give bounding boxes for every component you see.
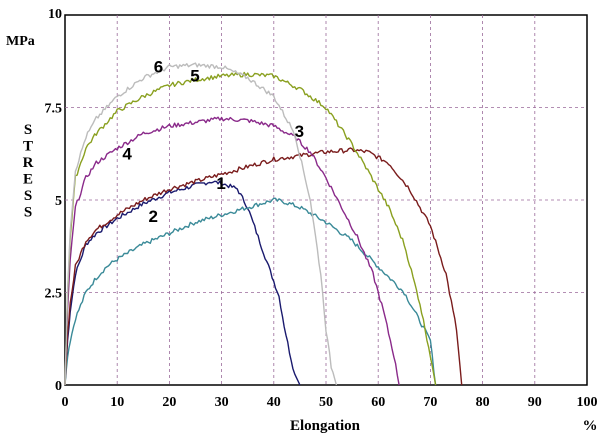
- series-line-3: [64, 147, 463, 386]
- x-tick-label: 20: [162, 395, 176, 410]
- x-tick-label: 40: [267, 395, 281, 410]
- x-tick-label: 50: [319, 395, 333, 410]
- y-axis-label-letter: S: [24, 122, 32, 138]
- x-tick-label: 70: [423, 395, 437, 410]
- grid-lines: [65, 15, 587, 385]
- curve-label-2: 2: [149, 207, 158, 226]
- x-axis-label: Elongation: [290, 418, 361, 434]
- x-tick-label: 10: [110, 395, 124, 410]
- y-tick-label: 5: [55, 194, 62, 209]
- y-axis-unit: MPa: [6, 34, 35, 49]
- x-tick-label: 100: [577, 395, 598, 410]
- y-tick-label: 2.5: [45, 287, 63, 302]
- curve-label-3: 3: [295, 122, 304, 141]
- y-axis-label-letter: R: [23, 155, 34, 171]
- series-line-5: [64, 71, 437, 386]
- series-lines: [64, 62, 463, 386]
- y-axis-label-letter: S: [24, 205, 32, 221]
- curve-label-4: 4: [122, 144, 132, 163]
- series-line-2: [64, 197, 437, 386]
- x-tick-label: 60: [371, 395, 385, 410]
- series-line-4: [64, 116, 400, 386]
- curve-label-1: 1: [216, 174, 225, 193]
- y-tick-label: 7.5: [45, 102, 63, 117]
- y-tick-label: 0: [55, 379, 62, 394]
- y-axis-label-letter: E: [23, 172, 33, 188]
- curve-labels: 1 2 3 4 5 6: [122, 57, 304, 226]
- series-line-1: [64, 180, 301, 386]
- x-axis-unit: %: [583, 418, 598, 434]
- x-tick-label: 80: [476, 395, 490, 410]
- series-line-6: [64, 62, 338, 386]
- x-tick-label: 30: [215, 395, 229, 410]
- x-tick-label: 0: [62, 395, 69, 410]
- curve-label-6: 6: [154, 57, 163, 76]
- y-axis-label-letter: T: [23, 139, 33, 155]
- tick-labels: 0 10 20 30 40 50 60 70 80 90 100 0 2.5 5 7.5 10: [45, 7, 598, 410]
- curve-label-5: 5: [190, 67, 199, 86]
- y-tick-label: 10: [48, 7, 62, 22]
- y-axis-label-letter: S: [24, 188, 32, 204]
- x-tick-label: 90: [528, 395, 542, 410]
